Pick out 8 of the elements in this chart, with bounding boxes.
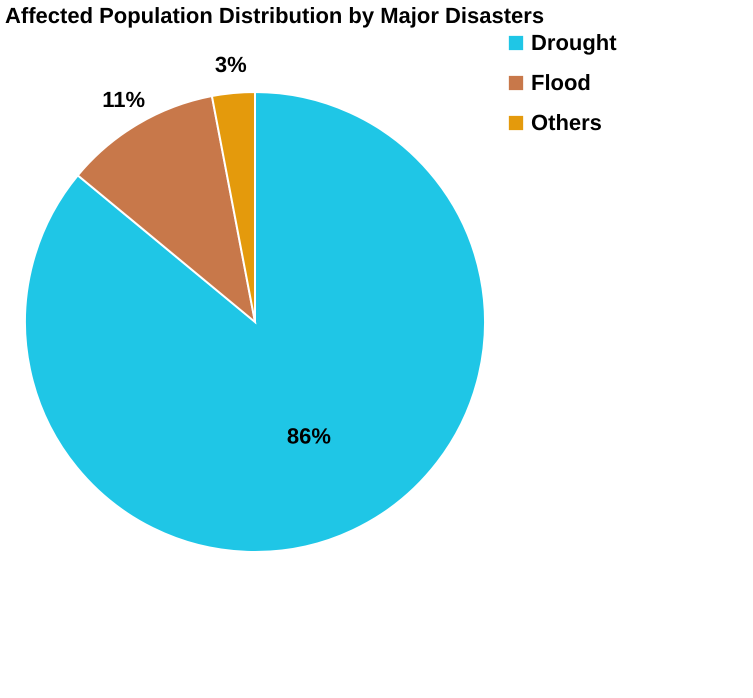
pie-slice (24, 91, 486, 553)
legend-label: Drought (531, 30, 618, 55)
legend-label: Flood (531, 70, 591, 95)
data-label: 3% (214, 52, 247, 78)
data-label: 11% (102, 86, 146, 112)
chart-title: Affected Population Distribution by Major Disasters (5, 3, 544, 28)
legend-label: Others (531, 110, 602, 135)
data-label: 86% (286, 423, 331, 448)
